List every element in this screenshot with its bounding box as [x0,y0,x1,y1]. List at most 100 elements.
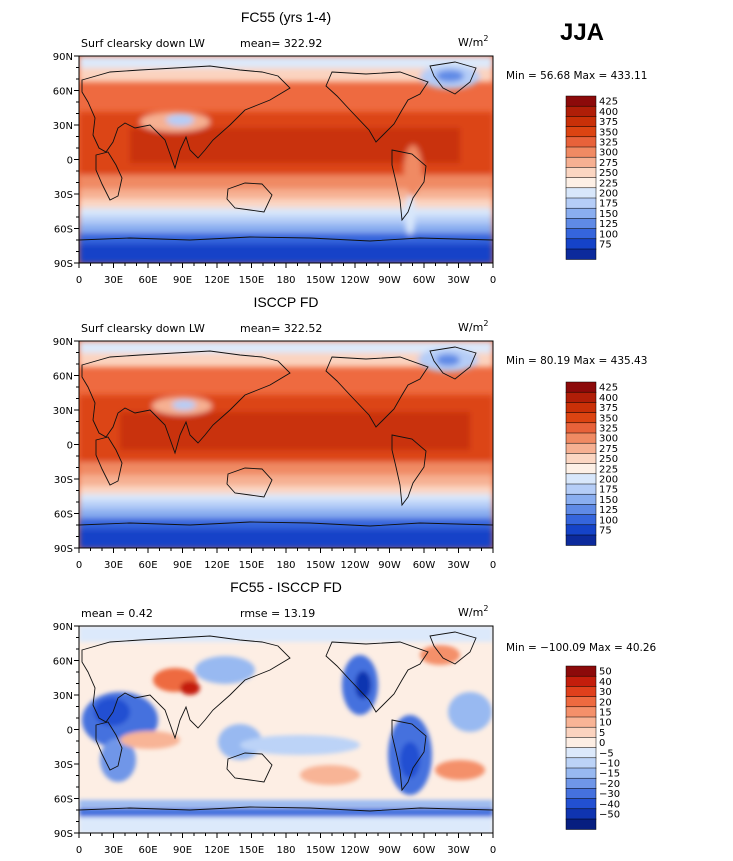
lat-tick-label: 30S [54,190,73,201]
colorbar-label: 300 [599,434,618,445]
panel-bottom: FC55 - ISCCP FD mean = 0.42 rmse = 13.19… [53,579,657,856]
colorbar-label: 400 [599,393,618,404]
colorbar-swatch [565,116,597,128]
australia-coast [226,467,273,498]
colorbar-swatch [565,453,597,465]
units-label: W/m2 [458,604,488,619]
south-america-coast [391,719,427,792]
colorbar-swatch [565,757,597,769]
colorbar-label: 275 [599,158,618,169]
colorbar-label: 175 [599,199,618,210]
colorbar-swatch [565,675,597,687]
colorbar-label: −50 [599,810,620,821]
colorbar-swatch [565,167,597,179]
colorbar-swatch [565,706,597,718]
colorbar-swatch [565,187,597,199]
colorbar-label: 325 [599,424,618,435]
lon-tick-label: 120E [204,560,229,571]
lon-tick-label: 30E [104,845,123,856]
lon-tick-label: 90W [378,845,401,856]
colorbar-swatch [565,177,597,189]
coastlines [79,61,493,242]
lon-tick-label: 180 [276,845,295,856]
lon-tick-label: 150W [306,275,335,286]
colorbar-label: −40 [599,799,620,810]
lon-axis: 0 30E 60E 90E 120E 150E 180 150W 120W 90… [76,560,496,571]
colorbar-swatch [565,818,597,830]
colorbar-label: 325 [599,138,618,149]
lat-tick-label: 90N [53,52,73,63]
lon-tick-label: 120W [341,560,370,571]
colorbar-swatch [565,412,597,424]
colorbar-label: 20 [599,697,612,708]
lon-tick-label: 60W [413,275,436,286]
lat-tick-label: 60S [54,225,73,236]
colorbar-label: 100 [599,515,618,526]
panel-center-label: mean= 322.92 [240,37,322,50]
colorbar-label: 225 [599,178,618,189]
colorbar-label: 200 [599,189,618,200]
colorbar-swatch [565,747,597,759]
lat-tick-label: 60S [54,510,73,521]
colorbar-label: 100 [599,229,618,240]
lon-tick-label: 150E [239,275,264,286]
colorbar-swatch [565,788,597,800]
lon-tick-label: 120W [341,275,370,286]
lon-tick-label: 90E [173,275,192,286]
lat-tick-label: 60N [53,87,73,98]
lon-tick-label: 30W [447,845,470,856]
colorbar-swatch [565,207,597,219]
lon-tick-label: 90W [378,560,401,571]
colorbar: 425 400 375 350 325 300 275 250 225 200 … [565,95,618,260]
coastlines [79,631,493,812]
lon-tick-label: 90E [173,845,192,856]
colorbar-swatch [565,146,597,158]
colorbar-label: 350 [599,127,618,138]
lon-tick-label: 60E [138,275,157,286]
panel-left-label: mean = 0.42 [81,607,153,620]
lon-tick-label: 0 [76,560,82,571]
antarctica-coast [79,806,493,812]
antarctica-coast [79,236,493,242]
lon-tick-label: 180 [276,275,295,286]
lon-tick-label: 0 [490,560,496,571]
lon-tick-label: 150E [239,560,264,571]
lon-axis: 0 30E 60E 90E 120E 150E 180 150W 120W 90… [76,845,496,856]
colorbar-label: −15 [599,769,620,780]
lat-tick-label: 90S [54,544,73,555]
lon-tick-label: 90W [378,275,401,286]
colorbar-swatch [565,156,597,168]
lat-tick-label: 90N [53,622,73,633]
greenland-coast [429,346,477,380]
lat-tick-label: 0 [67,156,73,167]
eurasia-africa-coast [81,65,291,170]
eurasia-africa-coast [81,635,291,740]
colorbar-label: 75 [599,240,612,251]
colorbar-swatch [565,381,597,393]
colorbar-label: −5 [599,748,614,759]
australia-coast [226,752,273,783]
minmax-label: Min = −100.09 Max = 40.26 [506,642,657,654]
units-label: W/m2 [458,319,488,334]
colorbar-swatch [565,126,597,138]
greenland-coast [429,631,477,665]
colorbar-label: −20 [599,779,620,790]
colorbar-swatch [565,767,597,779]
colorbar-swatch [565,248,597,260]
colorbar-swatch [565,197,597,209]
lat-tick-label: 30N [53,121,73,132]
colorbar-swatch [565,218,597,230]
colorbar-swatch [565,665,597,677]
colorbar-label: 125 [599,505,618,516]
lon-tick-label: 120E [204,275,229,286]
lat-tick-label: 90S [54,829,73,840]
lat-axis: 90N 60N 30N 0 30S 60S 90S [53,52,73,270]
map-field [79,626,493,833]
colorbar-label: −10 [599,759,620,770]
south-america-coast [391,149,427,222]
colorbar-label: 225 [599,464,618,475]
minmax-label: Min = 80.19 Max = 435.43 [506,355,647,367]
colorbar-label: 425 [599,97,618,108]
lat-tick-label: 90S [54,259,73,270]
